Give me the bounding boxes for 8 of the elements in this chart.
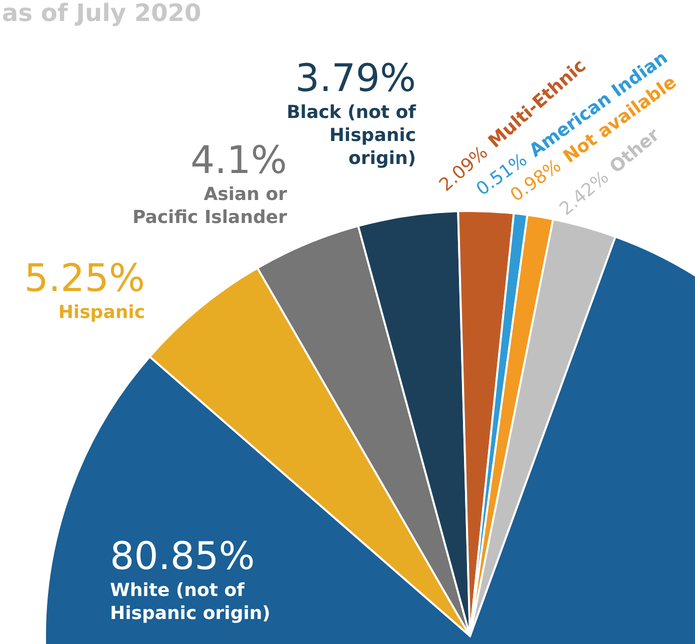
data-label: 4.1% [190,138,287,182]
slice-label: Black (not of Hispanic origin) [286,102,416,169]
slice-label: Hispanic [58,302,145,323]
data-label: 3.79% [295,56,416,100]
slice-label: White (not of Hispanic origin) [110,580,270,624]
data-label: 5.25% [24,256,145,300]
slice-label: Asian or Pacific Islander [132,184,288,228]
data-label: 80.85% [110,534,255,578]
